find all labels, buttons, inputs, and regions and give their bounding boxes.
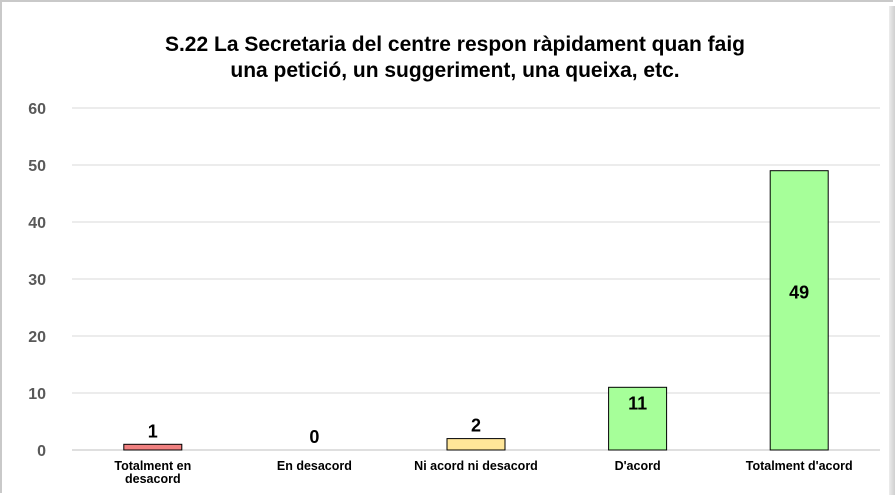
x-tick-label: D'acord [615, 459, 661, 473]
data-label: 0 [309, 427, 319, 447]
x-tick-label: Ni acord ni desacord [414, 459, 538, 473]
frame-shadow [889, 6, 895, 495]
y-tick-label: 50 [28, 158, 46, 175]
x-tick-label: En desacord [277, 459, 352, 473]
y-tick-label: 60 [28, 101, 46, 118]
bar [446, 438, 506, 451]
x-tick-label: desacord [125, 472, 181, 486]
gridlines [72, 107, 880, 451]
y-axis-ticks: 0 10 20 30 40 50 60 [28, 101, 46, 460]
y-tick-label: 30 [28, 272, 46, 289]
data-label: 49 [789, 282, 809, 302]
y-tick-label: 40 [28, 215, 46, 232]
bar [769, 170, 829, 451]
data-labels: 1 0 2 11 49 [148, 282, 809, 447]
chart-title-line-2: una petició, un suggeriment, una queixa,… [230, 59, 680, 82]
bar [608, 386, 668, 451]
x-tick-label: Totalment en [114, 459, 191, 473]
bars [123, 170, 829, 451]
chart-title-line-1: S.22 La Secretaria del centre respon ràp… [164, 33, 746, 56]
chart-title: S.22 La Secretaria del centre respon ràp… [60, 32, 850, 84]
y-tick-label: 0 [37, 443, 46, 460]
data-label: 11 [628, 393, 647, 413]
y-tick-label: 10 [28, 386, 46, 403]
data-label: 2 [471, 416, 481, 436]
y-tick-label: 20 [28, 329, 46, 346]
bar [123, 443, 183, 451]
data-label: 1 [148, 421, 158, 441]
x-tick-label: Totalment d'acord [746, 459, 853, 473]
